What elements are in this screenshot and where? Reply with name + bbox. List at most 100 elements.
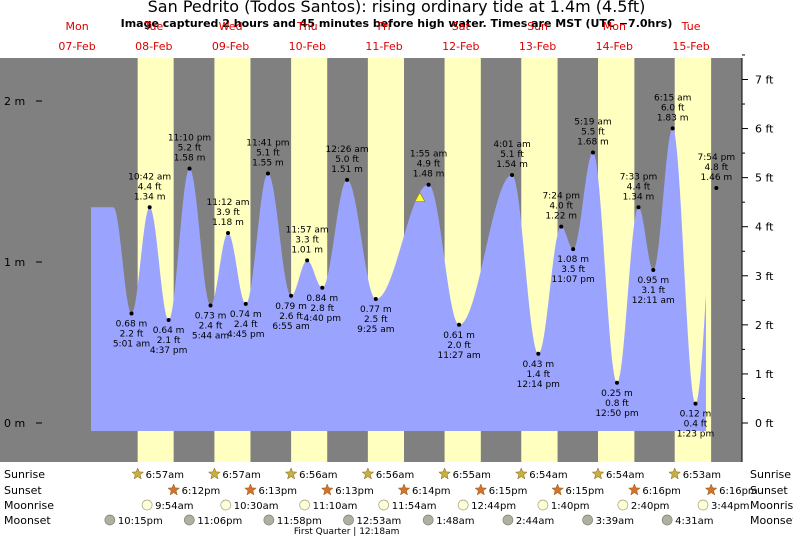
tide-point <box>426 182 431 187</box>
y-tick-ft: 5 ft <box>755 172 774 185</box>
tide-label: 1.55 m <box>252 158 284 168</box>
y-tick-m: 2 m <box>4 95 25 108</box>
tide-label: 0.73 m <box>195 311 227 321</box>
moonrise-icon <box>697 499 709 511</box>
tide-label: 1.01 m <box>291 245 323 255</box>
tide-label: 4:45 pm <box>227 330 265 340</box>
row-label-left-moonrise: Moonrise <box>4 499 54 512</box>
tide-point <box>147 205 152 210</box>
tide-label: 12:11 am <box>632 296 675 306</box>
sunset-icon <box>167 483 181 496</box>
tide-label: 11:41 pm <box>246 138 289 148</box>
date-dow: Thu <box>296 20 318 33</box>
y-tick-ft: 0 ft <box>755 417 774 430</box>
sunset-time: 6:13pm <box>335 486 374 497</box>
tide-label: 2.5 ft <box>364 315 388 325</box>
moon-phase-label: First Quarter | 12:18am <box>294 527 400 537</box>
tide-label: 12:26 am <box>326 145 369 155</box>
moonset-icon <box>422 514 434 526</box>
sunset-time: 6:12pm <box>182 486 221 497</box>
tide-label: 12:14 pm <box>517 380 560 390</box>
tide-label: 2.6 ft <box>279 312 303 322</box>
tide-label: 4:40 pm <box>303 314 341 324</box>
moonset-icon <box>183 514 195 526</box>
tide-point <box>208 303 213 308</box>
moonrise-time: 11:10am <box>313 501 358 512</box>
tide-label: 0.12 m <box>680 410 712 420</box>
sunset-icon <box>551 483 564 496</box>
tide-point <box>590 150 595 155</box>
tide-label: 4.0 ft <box>549 202 573 212</box>
tide-point <box>187 166 192 171</box>
tide-label: 4:37 pm <box>150 346 188 356</box>
tide-point <box>166 317 171 322</box>
sunrise-time: 6:55am <box>453 470 491 481</box>
tide-label: 2.4 ft <box>199 321 223 331</box>
moonrise-time: 2:40pm <box>631 501 670 512</box>
moonset-time: 2:44am <box>516 516 554 527</box>
date-day: 11-Feb <box>365 40 402 53</box>
row-label-left-moonset: Moonset <box>4 514 51 527</box>
tide-point <box>457 322 462 327</box>
row-label-right-moonrise: Moonrise <box>750 499 793 512</box>
tide-point <box>651 268 656 273</box>
y-tick-ft: 3 ft <box>755 270 774 283</box>
tide-label: 3.9 ft <box>216 208 240 218</box>
date-day: 14-Feb <box>596 40 633 53</box>
tide-label: 0.4 ft <box>684 420 708 430</box>
moonrise-icon <box>537 499 549 511</box>
sunrise-time: 6:54am <box>606 470 644 481</box>
sunrise-icon <box>514 467 528 480</box>
tide-label: 1.51 m <box>331 165 363 175</box>
moonrise-time: 1:40pm <box>551 501 590 512</box>
moonrise-icon <box>378 499 390 511</box>
date-day: 07-Feb <box>58 40 95 53</box>
sunrise-icon <box>284 467 298 480</box>
date-day: 15-Feb <box>672 40 709 53</box>
sunset-time: 6:13pm <box>258 486 297 497</box>
date-day: 08-Feb <box>135 40 172 53</box>
tide-point <box>571 247 576 252</box>
sunrise-icon <box>361 467 375 480</box>
tide-label: 1.22 m <box>545 212 577 222</box>
tide-label: 1.18 m <box>212 218 244 228</box>
date-day: 13-Feb <box>519 40 556 53</box>
row-label-left-sunset: Sunset <box>4 484 42 497</box>
tide-label: 0.79 m <box>275 302 307 312</box>
sunset-time: 6:14pm <box>412 486 451 497</box>
moonrise-icon <box>457 499 469 511</box>
tide-point <box>129 311 134 316</box>
tide-label: 1.54 m <box>496 160 528 170</box>
tide-label: 4.8 ft <box>704 163 728 173</box>
tide-label: 0.77 m <box>360 305 392 315</box>
tide-label: 0.61 m <box>443 331 475 341</box>
sunrise-icon <box>131 467 145 480</box>
sunrise-icon <box>438 467 451 480</box>
tide-label: 7:33 pm <box>620 172 658 182</box>
tide-label: 11:10 pm <box>168 134 211 144</box>
tide-label: 5:01 am <box>113 340 150 350</box>
date-day: 09-Feb <box>212 40 249 53</box>
tide-point <box>536 351 541 356</box>
tide-label: 12:50 pm <box>595 409 638 419</box>
tide-label: 3.1 ft <box>641 286 665 296</box>
tide-label: 5.5 ft <box>581 128 605 138</box>
date-day: 10-Feb <box>289 40 326 53</box>
tide-label: 1.48 m <box>413 170 445 180</box>
sunrise-icon <box>591 467 605 480</box>
tide-label: 11:27 am <box>438 351 481 361</box>
tide-label: 5.1 ft <box>500 150 524 160</box>
tide-series <box>91 128 706 432</box>
date-dow: Wed <box>219 20 243 33</box>
moonrise-icon <box>220 499 232 511</box>
sunset-icon <box>320 483 334 496</box>
tide-label: 5.1 ft <box>256 148 280 158</box>
tide-label: 1.08 m <box>557 255 589 265</box>
sunset-icon <box>704 483 718 496</box>
sunset-time: 6:16pm <box>719 486 758 497</box>
sunrise-time: 6:56am <box>376 470 414 481</box>
sunrise-time: 6:57am <box>222 470 260 481</box>
moonset-time: 11:06pm <box>197 516 242 527</box>
